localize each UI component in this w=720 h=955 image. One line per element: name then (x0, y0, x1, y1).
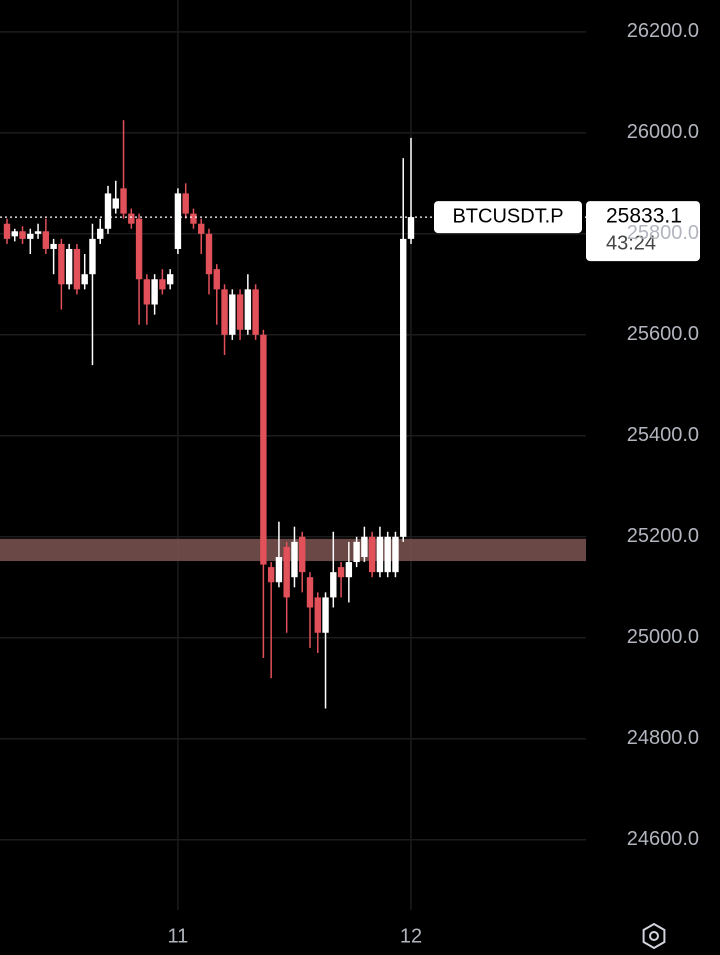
candle-body (260, 334, 267, 565)
candle-body (299, 536, 306, 573)
price-tag (586, 201, 700, 262)
candle-body (34, 231, 42, 234)
candle-body (159, 279, 166, 290)
countdown-label: 43:24 (606, 232, 656, 254)
candle-body (353, 541, 360, 563)
candle-body (135, 218, 143, 280)
candle-body (322, 597, 329, 633)
candle-body (182, 193, 189, 214)
candle-body (65, 248, 73, 285)
overlay: BTCUSDT.P 25833.1 43:24 (0, 201, 700, 262)
candle-body (97, 228, 104, 239)
candle-body (198, 223, 205, 234)
candle-body (267, 567, 275, 583)
candle-body (11, 231, 18, 237)
candle-body (376, 536, 384, 573)
candle-body (104, 193, 112, 229)
candle-body (252, 289, 259, 335)
y-tick-label: 25200.0 (627, 525, 699, 547)
candle-body (205, 233, 213, 275)
candle-body (330, 572, 337, 598)
candle-body (120, 188, 127, 214)
candle-body (400, 238, 407, 537)
candle-body (166, 274, 174, 285)
y-tick-label: 24800.0 (627, 727, 699, 749)
symbol-tag (434, 201, 582, 234)
candle-body (244, 289, 252, 330)
candle-body (151, 279, 158, 305)
candle-body (174, 193, 182, 249)
candle-body (275, 557, 283, 583)
candle-body (291, 541, 298, 578)
candle-body (384, 536, 391, 573)
y-tick-label: 25000.0 (627, 626, 699, 648)
y-tick-label: 25600.0 (627, 323, 699, 345)
y-tick-label: 26200.0 (627, 20, 699, 42)
candle-body (73, 248, 81, 290)
settings-icon[interactable] (642, 922, 666, 950)
candle-body (143, 279, 151, 305)
candle-body (81, 274, 88, 285)
candle-body (361, 536, 368, 558)
candle-body (3, 223, 11, 239)
symbol-label: BTCUSDT.P (452, 205, 563, 227)
candle-body (337, 567, 345, 578)
candle-body (368, 536, 376, 573)
last-price-label: 25833.1 (606, 205, 682, 228)
y-tick-label: 25800.0 (627, 222, 699, 244)
candle-body (128, 213, 135, 224)
candle-body (27, 233, 34, 239)
candle-body (42, 231, 50, 249)
candle-body (190, 213, 197, 224)
candle-body (221, 289, 228, 335)
candle-body (229, 294, 236, 335)
candle-body (89, 238, 96, 275)
y-tick-label: 26000.0 (627, 121, 699, 143)
candle-body (19, 231, 26, 239)
candle-body (213, 269, 220, 290)
candle-body (50, 243, 57, 249)
settings-hexagon (642, 922, 666, 950)
x-tick-label: 11 (168, 925, 189, 947)
candle-body (112, 198, 119, 209)
candles (3, 120, 415, 709)
x-tick-label: 12 (400, 925, 422, 947)
y-tick-label: 24600.0 (627, 828, 699, 850)
settings-circle (649, 931, 659, 941)
candle-body (392, 536, 399, 573)
candle-body (283, 546, 290, 598)
y-tick-label: 25400.0 (627, 424, 699, 446)
candle-body (236, 294, 244, 330)
candle-body (58, 243, 65, 285)
candle-body (306, 577, 314, 608)
candle-body (314, 597, 321, 633)
candle-body (345, 562, 353, 578)
candle-body (407, 217, 415, 239)
